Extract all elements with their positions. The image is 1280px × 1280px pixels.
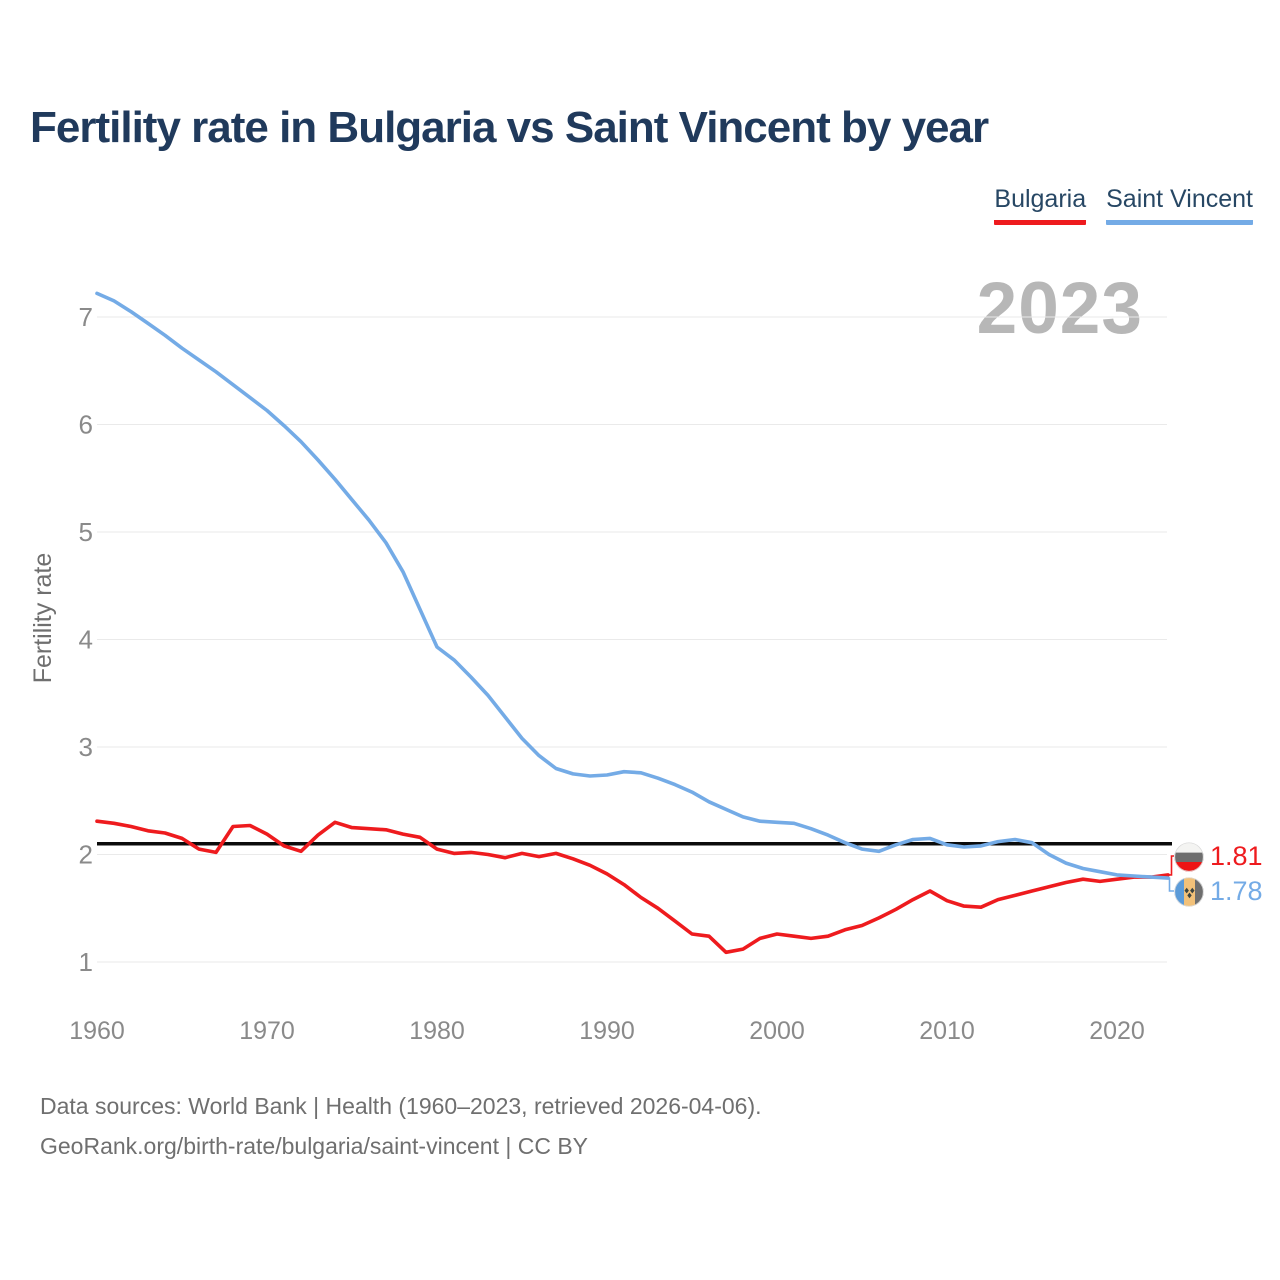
series-line-bulgaria[interactable] <box>95 819 1170 955</box>
x-tick-label: 2000 <box>749 1017 805 1045</box>
y-tick-label: 7 <box>79 302 93 332</box>
x-tick-label: 1960 <box>69 1017 125 1045</box>
series-line-saint-vincent[interactable] <box>95 291 1170 880</box>
end-label-saint-vincent: 1.78 <box>1174 876 1263 907</box>
end-label-bulgaria: 1.81 <box>1174 841 1263 872</box>
end-value-saint-vincent: 1.78 <box>1210 876 1263 906</box>
saint-vincent-flag-icon <box>1174 876 1204 907</box>
x-tick-label: 2010 <box>919 1017 975 1045</box>
y-tick-label: 5 <box>79 517 93 547</box>
source-line: Data sources: World Bank | Health (1960–… <box>40 1093 762 1119</box>
y-tick-label: 1 <box>79 947 93 977</box>
page-title: Fertility rate in Bulgaria vs Saint Vinc… <box>30 103 989 152</box>
watermark-year: 2023 <box>976 268 1143 349</box>
legend: Bulgaria Saint Vincent <box>994 185 1253 225</box>
y-tick-label: 6 <box>79 410 93 440</box>
y-tick-label: 2 <box>79 840 93 870</box>
source-footer: Data sources: World Bank | Health (1960–… <box>40 1086 762 1166</box>
legend-item-saint-vincent[interactable]: Saint Vincent <box>1106 185 1253 225</box>
connector-saint-vincent <box>1168 877 1174 892</box>
connector-bulgaria <box>1168 855 1174 876</box>
y-tick-label: 4 <box>79 625 93 655</box>
x-tick-label: 1990 <box>579 1017 635 1045</box>
x-tick-label: 1980 <box>409 1017 465 1045</box>
y-tick-label: 3 <box>79 732 93 762</box>
legend-item-bulgaria[interactable]: Bulgaria <box>994 185 1087 225</box>
end-value-bulgaria: 1.81 <box>1210 841 1263 871</box>
x-tick-label: 2020 <box>1089 1017 1145 1045</box>
x-tick-label: 1970 <box>239 1017 295 1045</box>
bulgaria-flag-icon <box>1174 841 1204 872</box>
y-axis-title: Fertility rate <box>29 552 57 684</box>
attribution-line: GeoRank.org/birth-rate/bulgaria/saint-vi… <box>40 1133 589 1159</box>
